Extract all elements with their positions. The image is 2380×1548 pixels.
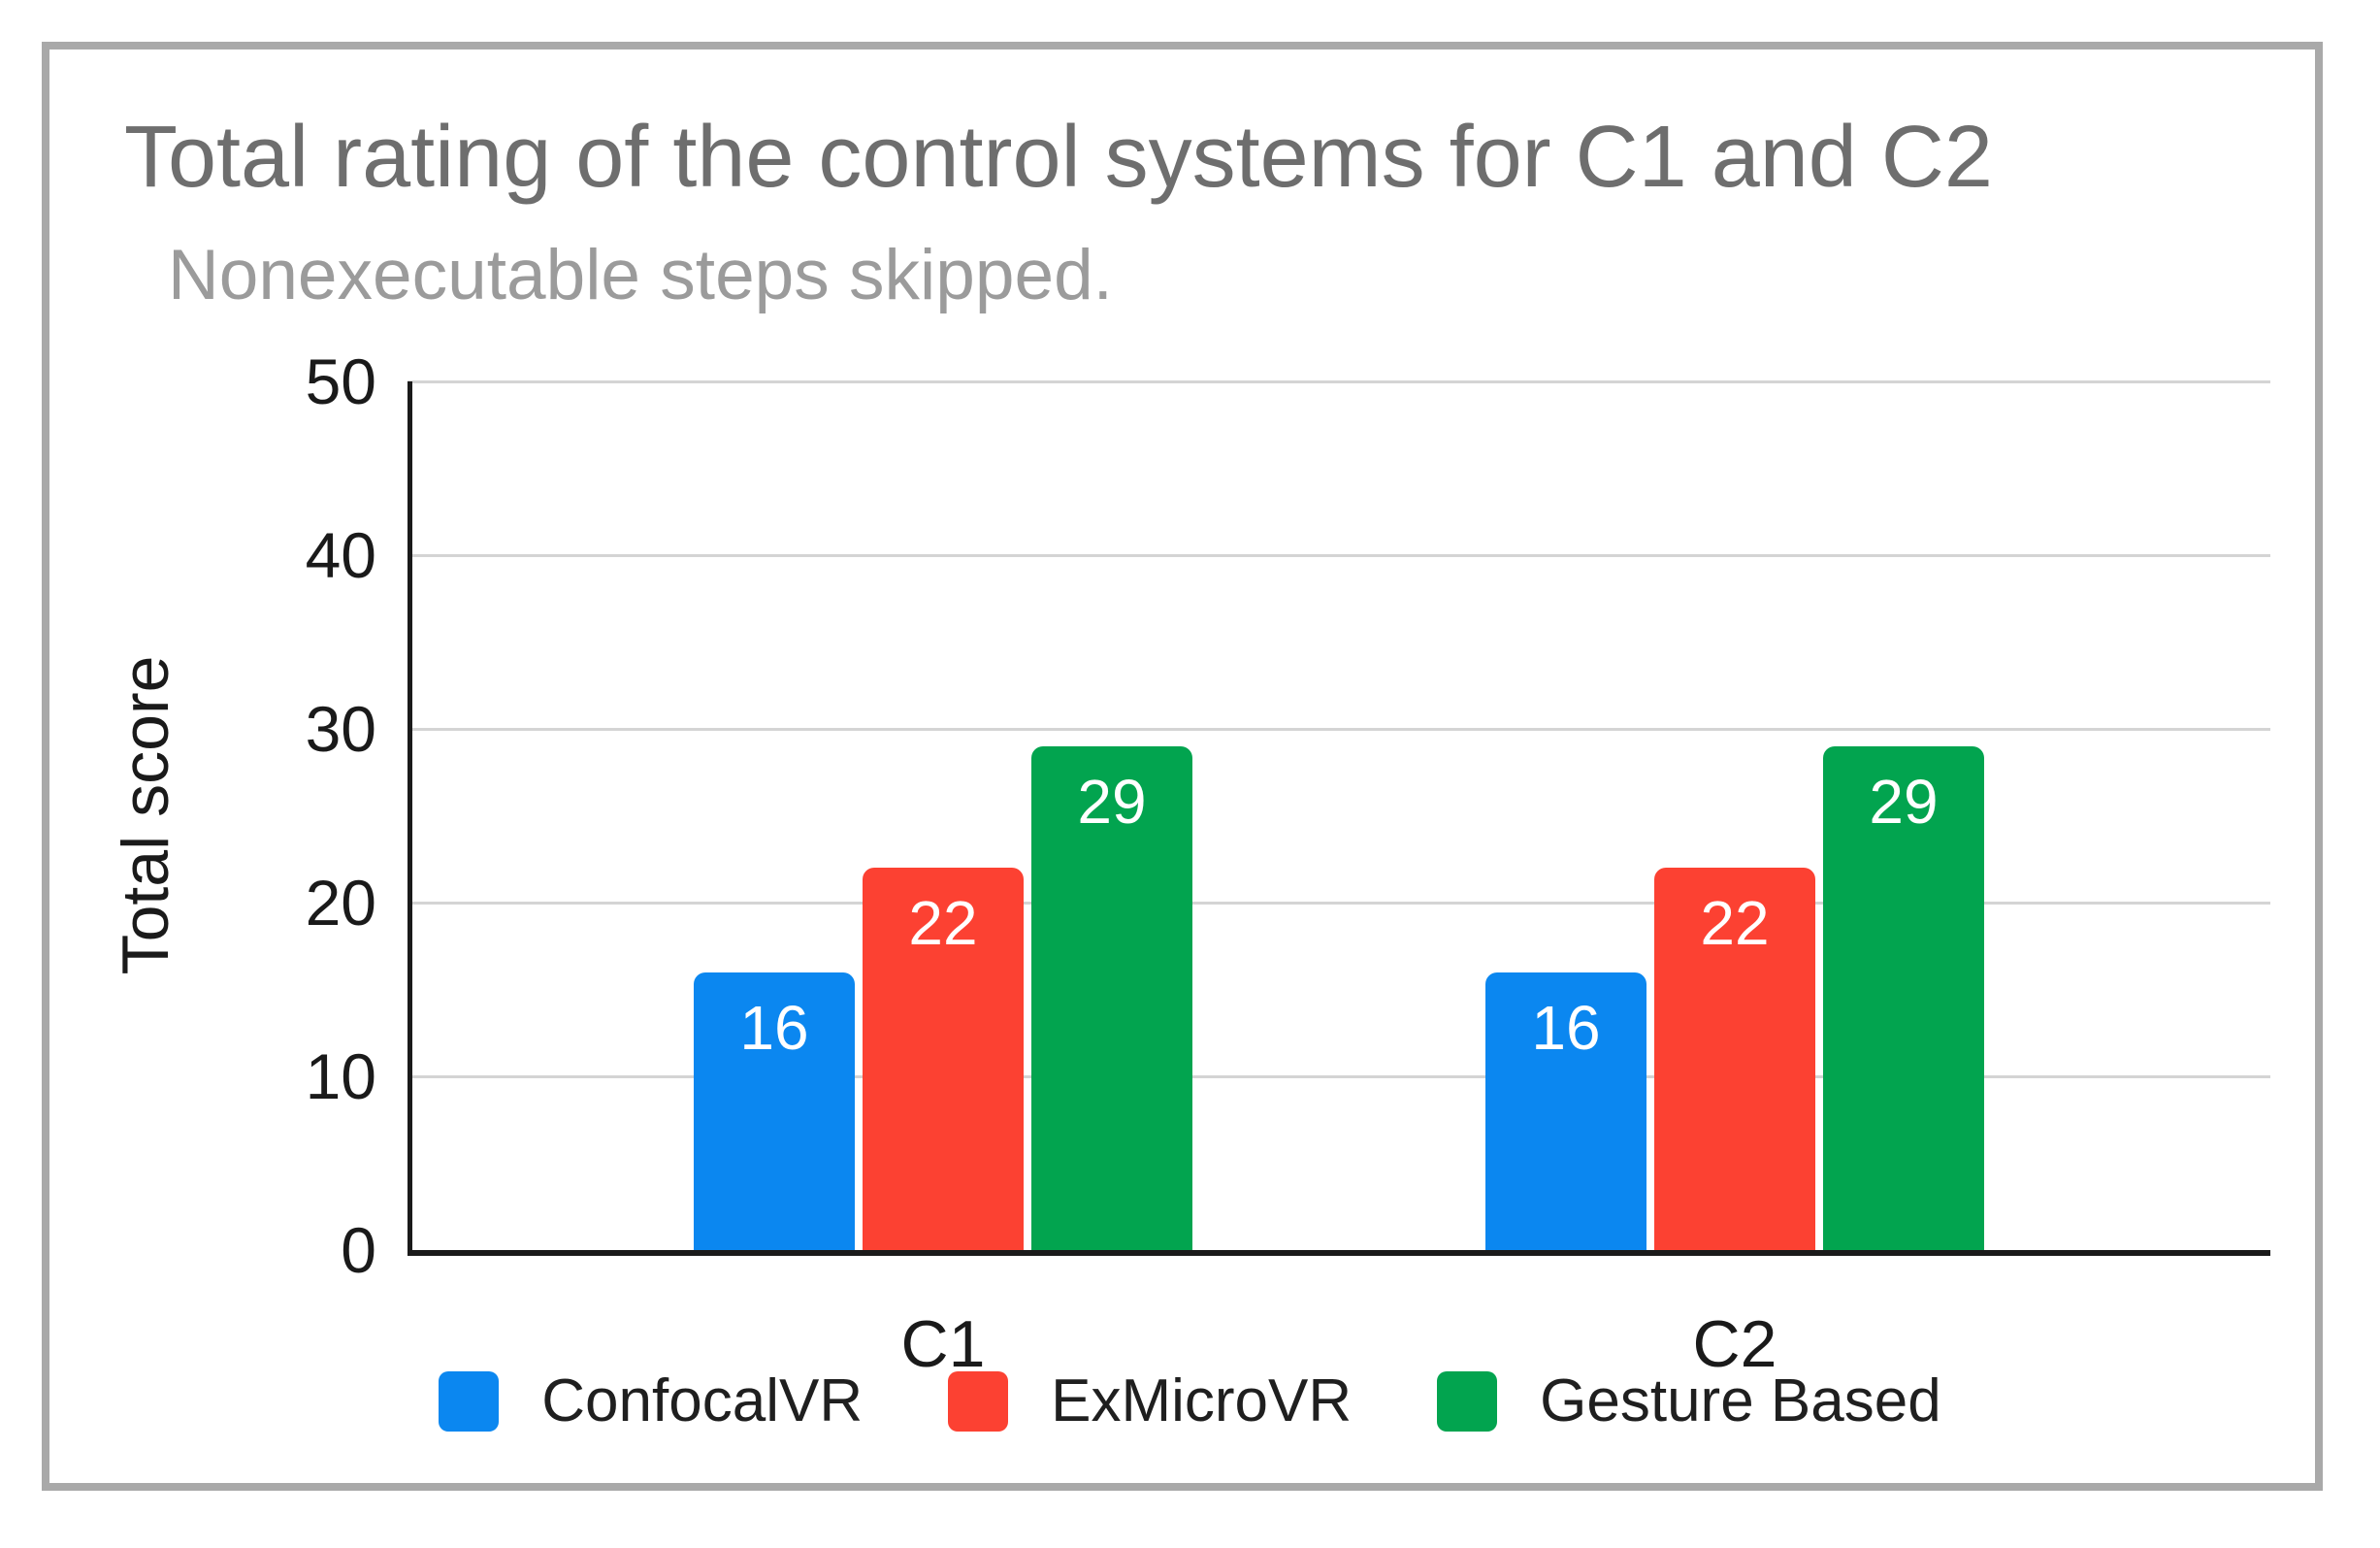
bar-confocalvr-c1[interactable]: 16 — [694, 972, 855, 1250]
gridline-y10 — [408, 1075, 2270, 1078]
bar-value-label: 16 — [739, 992, 809, 1063]
legend-item-exmicrovr[interactable]: ExMicroVR — [948, 1367, 1352, 1435]
legend-swatch-icon — [948, 1370, 1009, 1432]
legend-label: Gesture Based — [1540, 1367, 1941, 1434]
legend-item-gesture-based[interactable]: Gesture Based — [1437, 1367, 1941, 1435]
gridline-y20 — [408, 902, 2270, 905]
y-tick-label-20: 20 — [305, 867, 376, 939]
bar-exmicrovr-c1[interactable]: 22 — [863, 868, 1024, 1250]
chart-legend: ConfocalVR ExMicroVR Gesture Based — [0, 1367, 2380, 1435]
gridline-y30 — [408, 728, 2270, 731]
x-category-label-c2: C2 — [1692, 1307, 1777, 1381]
bar-value-label: 22 — [1700, 888, 1770, 959]
bar-value-label: 16 — [1531, 992, 1601, 1063]
chart-subtitle: Nonexecutable steps skipped. — [168, 236, 1113, 314]
y-tick-label-50: 50 — [305, 346, 376, 417]
legend-label: ConfocalVR — [541, 1367, 864, 1434]
chart-title: Total rating of the control systems for … — [124, 109, 1993, 206]
bar-value-label: 29 — [1869, 766, 1939, 837]
y-tick-label-10: 10 — [305, 1040, 376, 1112]
bar-value-label: 29 — [1077, 766, 1147, 837]
y-tick-label-30: 30 — [305, 693, 376, 765]
bar-exmicrovr-c2[interactable]: 22 — [1654, 868, 1815, 1250]
x-axis-line — [408, 1250, 2270, 1256]
gridline-y50 — [408, 380, 2270, 384]
bar-value-label: 22 — [908, 888, 978, 959]
legend-swatch-icon — [439, 1370, 500, 1432]
legend-label: ExMicroVR — [1051, 1367, 1353, 1434]
bar-confocalvr-c2[interactable]: 16 — [1485, 972, 1646, 1250]
bar-gesture-based-c2[interactable]: 29 — [1823, 745, 1984, 1250]
y-axis-line — [408, 381, 412, 1255]
bar-gesture-based-c1[interactable]: 29 — [1031, 745, 1192, 1250]
x-category-label-c1: C1 — [900, 1307, 986, 1381]
legend-swatch-icon — [1437, 1370, 1498, 1432]
y-tick-label-0: 0 — [341, 1214, 376, 1286]
plot-area: 16 22 29 16 22 29 — [408, 380, 2270, 1256]
y-tick-label-40: 40 — [305, 519, 376, 591]
legend-item-confocalvr[interactable]: ConfocalVR — [439, 1367, 863, 1435]
gridline-y40 — [408, 554, 2270, 557]
